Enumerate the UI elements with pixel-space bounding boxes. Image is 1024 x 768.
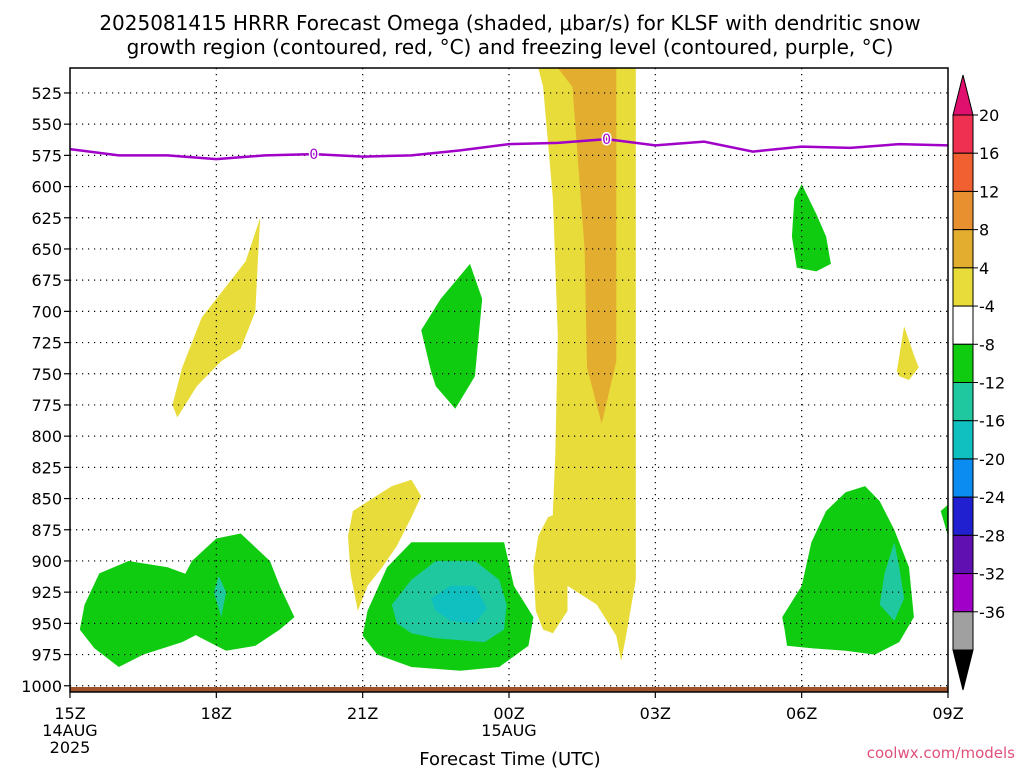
omega-region-7 xyxy=(791,184,831,272)
colorbar-label: -4 xyxy=(979,297,995,316)
colorbar-label: 20 xyxy=(979,106,999,125)
x-tick-label: 06Z xyxy=(786,704,817,723)
colorbar-segment xyxy=(952,190,974,231)
colorbar-segment xyxy=(952,496,974,536)
omega-region-4 xyxy=(348,479,422,611)
x-axis-label: Forecast Time (UTC) xyxy=(419,749,600,768)
colorbar-label: 16 xyxy=(979,144,999,163)
watermark: coolwx.com/models xyxy=(867,744,1015,762)
colorbar-label: -24 xyxy=(979,488,1005,507)
colorbar-label: -32 xyxy=(979,565,1005,584)
omega-region-16 xyxy=(879,542,905,621)
freezing-level-label: 0 xyxy=(602,132,611,148)
x-tick-label: 00Z xyxy=(493,704,524,723)
omega-region-15 xyxy=(213,575,227,618)
y-tick-label: 575 xyxy=(31,146,62,165)
x-tick-label: 21Z xyxy=(347,704,378,723)
colorbar-label: -8 xyxy=(979,335,995,354)
y-tick-label: 675 xyxy=(31,271,62,290)
x-tick-label: 14AUG xyxy=(42,721,97,740)
colorbar-label: -36 xyxy=(979,603,1005,622)
colorbar-segment xyxy=(952,420,974,460)
x-tick-label: 15Z xyxy=(54,704,85,723)
freezing-level-label: 0 xyxy=(309,147,318,163)
x-tick-label: 18Z xyxy=(201,704,232,723)
colorbar-segment xyxy=(952,343,974,383)
y-tick-label: 825 xyxy=(31,458,62,477)
colorbar-segment xyxy=(952,305,974,345)
y-tick-label: 650 xyxy=(31,240,62,259)
x-tick-label: 09Z xyxy=(932,704,963,723)
y-tick-label: 550 xyxy=(31,115,62,134)
colorbar-label: 8 xyxy=(979,221,989,240)
colorbar-top-arrow xyxy=(952,74,974,116)
x-tick-label: 15AUG xyxy=(481,721,536,740)
colorbar-segment xyxy=(952,114,974,154)
plot-area: 00 xyxy=(69,67,949,693)
omega-shaded-regions xyxy=(79,68,948,671)
y-tick-label: 750 xyxy=(31,365,62,384)
colorbar-segment xyxy=(952,458,974,498)
y-tick-label: 525 xyxy=(31,84,62,103)
colorbar-bottom-arrow xyxy=(952,649,974,691)
colorbar-segment xyxy=(952,382,974,422)
y-axis-ticks: 525 550 575 600 625 650 675 700 725 750 775 800 825 8… xyxy=(21,84,70,696)
y-tick-label: 900 xyxy=(31,552,62,571)
freezing-level-contour xyxy=(69,137,949,161)
colorbar: 20 16 12 8 4 -4 -8 -12 -16 -20 -24 -28 -32 -36 xyxy=(952,74,1005,691)
colorbar-segment xyxy=(952,573,974,613)
colorbar-label: 12 xyxy=(979,182,999,201)
y-tick-label: 1000 xyxy=(21,677,62,696)
y-tick-label: 925 xyxy=(31,583,62,602)
omega-region-2 xyxy=(533,511,568,634)
y-tick-label: 800 xyxy=(31,427,62,446)
omega-region-3 xyxy=(172,217,261,418)
omega-region-1 xyxy=(557,68,617,424)
y-tick-label: 775 xyxy=(31,396,62,415)
colorbar-segment xyxy=(952,534,974,575)
y-tick-label: 875 xyxy=(31,521,62,540)
freezing-level-labels: 00 xyxy=(308,131,613,165)
colorbar-label: -20 xyxy=(979,450,1005,469)
omega-region-12 xyxy=(782,486,914,655)
chart-title-line-2: growth region (contoured, red, °C) and f… xyxy=(127,35,894,59)
colorbar-label: -12 xyxy=(979,374,1005,393)
omega-region-8 xyxy=(940,504,948,536)
y-tick-label: 725 xyxy=(31,334,62,353)
colorbar-segment xyxy=(952,229,974,269)
colorbar-label: 4 xyxy=(979,259,989,278)
chart-title-line-1: 2025081415 HRRR Forecast Omega (shaded, … xyxy=(99,11,920,35)
colorbar-segment xyxy=(952,267,974,307)
omega-region-6 xyxy=(421,263,483,409)
gridlines xyxy=(70,68,948,692)
colorbar-label: -16 xyxy=(979,412,1005,431)
x-tick-label: 03Z xyxy=(640,704,671,723)
omega-region-10 xyxy=(177,533,295,651)
omega-region-5 xyxy=(896,326,919,380)
y-tick-label: 625 xyxy=(31,209,62,228)
y-tick-label: 700 xyxy=(31,302,62,321)
colorbar-label: -28 xyxy=(979,526,1005,545)
colorbar-segment xyxy=(952,611,974,651)
omega-region-14 xyxy=(431,585,488,624)
y-tick-label: 850 xyxy=(31,490,62,509)
y-tick-label: 975 xyxy=(31,646,62,665)
colorbar-segment xyxy=(952,152,974,192)
x-tick-label: 2025 xyxy=(50,738,91,757)
y-tick-label: 950 xyxy=(31,614,62,633)
y-tick-label: 600 xyxy=(31,178,62,197)
